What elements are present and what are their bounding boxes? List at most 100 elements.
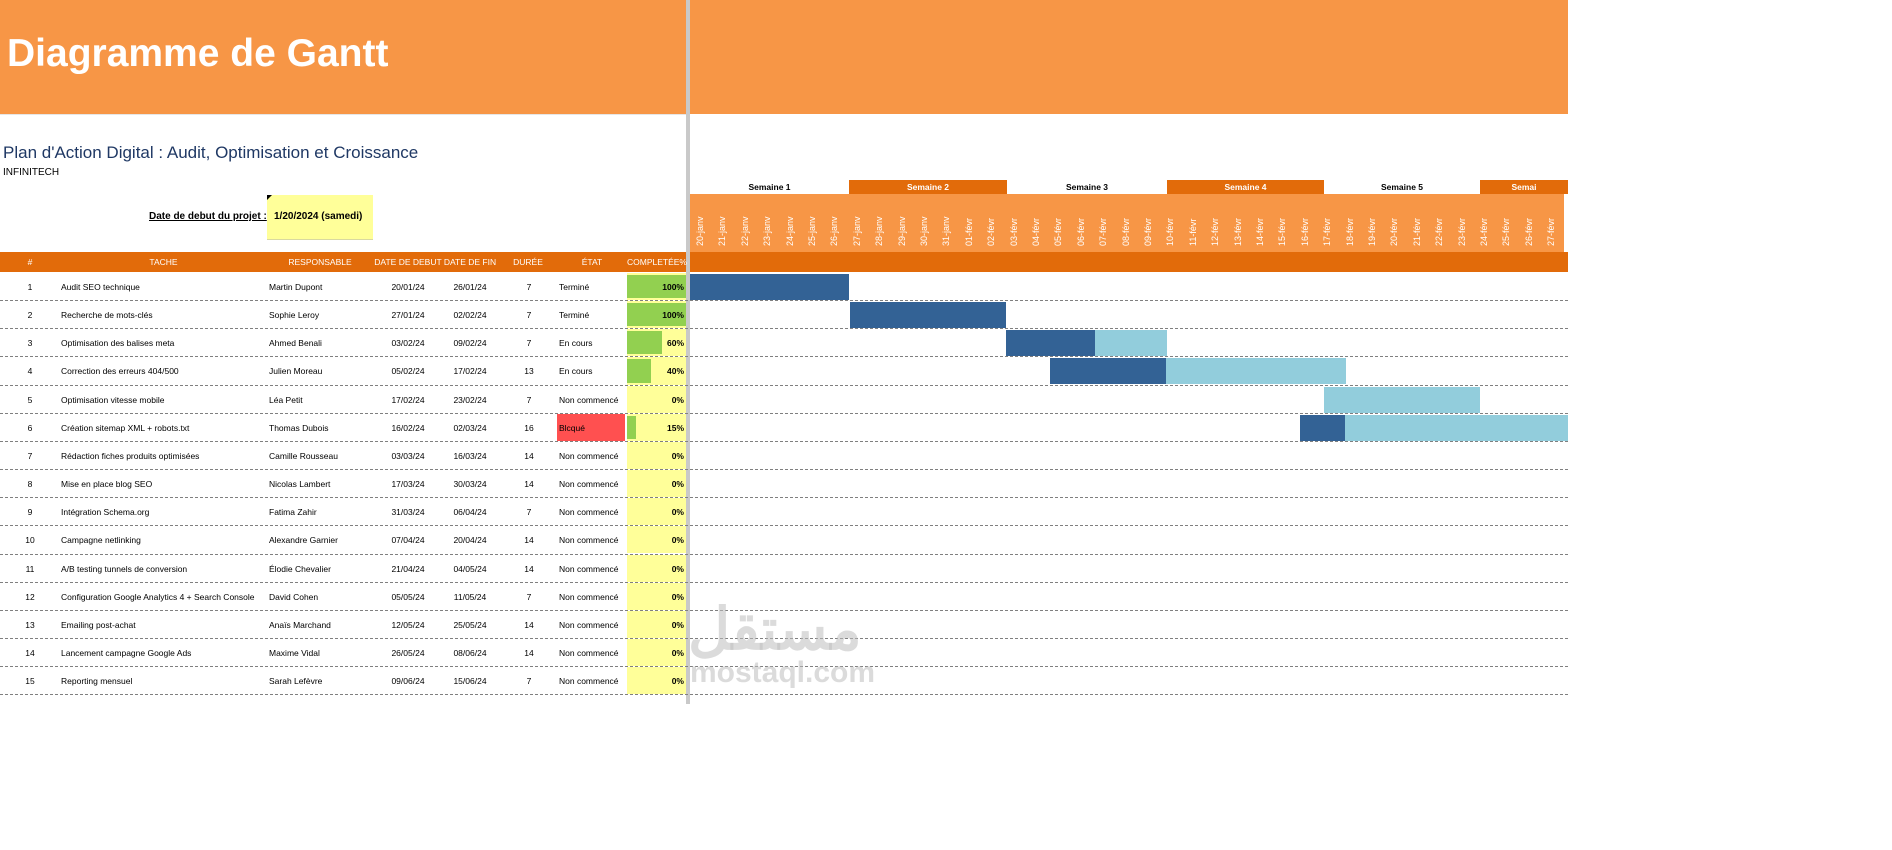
task-number[interactable]: 13 [25, 619, 35, 630]
day-header-cell[interactable]: 15-févr [1272, 194, 1296, 252]
task-duration[interactable]: 14 [524, 450, 534, 461]
task-state[interactable]: Non commencé [559, 450, 619, 461]
task-end-date[interactable]: 08/06/24 [453, 647, 487, 658]
task-name[interactable]: Rédaction fiches produits optimisées [61, 450, 200, 461]
task-number[interactable]: 7 [27, 450, 33, 461]
task-number[interactable]: 12 [25, 591, 35, 602]
task-responsible[interactable]: Sarah Lefèvre [269, 676, 323, 687]
task-name[interactable]: Optimisation vitesse mobile [61, 394, 165, 405]
task-start-date[interactable]: 03/03/24 [391, 450, 425, 461]
day-header-cell[interactable]: 13-févr [1227, 194, 1251, 252]
task-number[interactable]: 9 [27, 507, 33, 518]
day-header-cell[interactable]: 26-janv [824, 194, 848, 252]
task-duration[interactable]: 7 [526, 282, 532, 292]
completion-cell[interactable] [627, 441, 686, 470]
completion-cell[interactable] [627, 554, 686, 582]
completion-cell[interactable] [627, 582, 686, 610]
task-end-date[interactable]: 04/05/24 [453, 563, 487, 574]
task-name[interactable]: Optimisation des balises meta [61, 338, 175, 349]
task-completion[interactable]: 0% [671, 507, 684, 518]
day-header-cell[interactable]: 20-févr [1384, 194, 1408, 252]
task-state[interactable]: Blcqué [559, 422, 585, 433]
completion-cell[interactable] [627, 413, 686, 441]
task-duration[interactable]: 13 [524, 366, 534, 377]
task-responsible[interactable]: Élodie Chevalier [269, 563, 331, 574]
task-completion[interactable]: 0% [671, 619, 684, 630]
task-end-date[interactable]: 30/03/24 [453, 479, 487, 490]
gantt-bar-remaining[interactable] [1166, 358, 1346, 385]
task-completion[interactable]: 0% [671, 591, 684, 602]
task-completion[interactable]: 100% [662, 310, 684, 321]
task-name[interactable]: A/B testing tunnels de conversion [61, 563, 188, 574]
task-start-date[interactable]: 05/02/24 [391, 366, 425, 377]
day-header-cell[interactable]: 22-janv [734, 194, 759, 252]
week-label[interactable]: Semaine 5 [1324, 180, 1480, 195]
task-responsible[interactable]: Maxime Vidal [269, 647, 320, 658]
task-name[interactable]: Recherche de mots-clés [61, 310, 153, 321]
task-end-date[interactable]: 11/05/24 [453, 591, 487, 602]
gantt-bar-completed[interactable] [850, 302, 1006, 329]
task-responsible[interactable]: Nicolas Lambert [269, 479, 331, 490]
day-header-cell[interactable]: 17-févr [1317, 194, 1341, 252]
task-responsible[interactable]: David Cohen [269, 591, 319, 602]
task-responsible[interactable]: Ahmed Benali [269, 338, 322, 349]
task-name[interactable]: Mise en place blog SEO [61, 479, 153, 490]
day-header-cell[interactable]: 11-févr [1182, 194, 1207, 252]
week-label[interactable]: Semaine 1 [690, 180, 849, 195]
task-name[interactable]: Audit SEO technique [61, 282, 140, 292]
task-state[interactable]: Non commencé [559, 479, 619, 490]
day-header-cell[interactable]: 22-févr [1429, 194, 1453, 252]
col-task-header[interactable]: TACHE [149, 257, 178, 267]
task-duration[interactable]: 7 [526, 507, 532, 518]
task-start-date[interactable]: 21/04/24 [391, 563, 425, 574]
day-header-cell[interactable]: 23-févr [1451, 194, 1475, 252]
task-state[interactable]: Terminé [559, 310, 590, 321]
completion-cell[interactable] [627, 667, 686, 695]
day-header-cell[interactable]: 27-févr [1541, 194, 1565, 252]
task-number[interactable]: 14 [25, 647, 35, 658]
task-duration[interactable]: 7 [526, 338, 532, 349]
task-completion[interactable]: 0% [671, 479, 684, 490]
task-start-date[interactable]: 16/02/24 [391, 422, 425, 433]
task-duration[interactable]: 14 [524, 647, 534, 658]
day-header-cell[interactable]: 05-févr [1048, 194, 1072, 252]
gantt-bar-remaining[interactable] [1324, 386, 1480, 413]
task-number[interactable]: 11 [25, 563, 35, 574]
day-header-cell[interactable]: 21-févr [1406, 194, 1431, 252]
completion-cell[interactable] [627, 526, 686, 554]
task-end-date[interactable]: 02/02/24 [453, 310, 487, 321]
task-end-date[interactable]: 20/04/24 [453, 535, 487, 546]
day-header-cell[interactable]: 24-févr [1474, 194, 1498, 252]
day-header-cell[interactable]: 16-févr [1294, 194, 1319, 252]
task-start-date[interactable]: 20/01/24 [391, 282, 425, 292]
task-start-date[interactable]: 26/05/24 [391, 647, 425, 658]
day-header-cell[interactable]: 27-janv [846, 194, 871, 252]
task-name[interactable]: Reporting mensuel [61, 676, 133, 687]
completion-cell[interactable] [627, 470, 686, 498]
task-completion[interactable]: 0% [671, 647, 684, 658]
day-header-cell[interactable]: 18-févr [1339, 194, 1363, 252]
day-header-cell[interactable]: 06-févr [1070, 194, 1095, 252]
task-start-date[interactable]: 09/06/24 [391, 676, 425, 687]
task-end-date[interactable]: 26/01/24 [453, 282, 487, 292]
task-number[interactable]: 1 [27, 282, 33, 292]
day-header-cell[interactable]: 25-janv [802, 194, 826, 252]
task-name[interactable]: Campagne netlinking [61, 535, 141, 546]
task-name[interactable]: Intégration Schema.org [61, 507, 150, 518]
start-date-value[interactable]: 1/20/2024 (samedi) [274, 211, 363, 222]
day-header-cell[interactable]: 30-janv [914, 194, 938, 252]
day-header-cell[interactable]: 19-févr [1362, 194, 1386, 252]
task-state[interactable]: Non commencé [559, 591, 619, 602]
task-responsible[interactable]: Camille Rousseau [269, 450, 338, 461]
task-state[interactable]: Non commencé [559, 563, 619, 574]
task-start-date[interactable]: 05/05/24 [391, 591, 425, 602]
week-label[interactable]: Semai [1480, 180, 1568, 194]
day-header-cell[interactable]: 24-janv [779, 194, 803, 252]
col-num-header[interactable]: # [27, 257, 33, 267]
col-end-header[interactable]: DATE DE FIN [443, 257, 497, 267]
task-duration[interactable]: 7 [526, 591, 532, 602]
completion-cell[interactable] [627, 385, 686, 413]
task-responsible[interactable]: Alexandre Garnier [269, 535, 338, 546]
completion-cell[interactable] [627, 638, 686, 667]
task-completion[interactable]: 100% [662, 282, 684, 292]
